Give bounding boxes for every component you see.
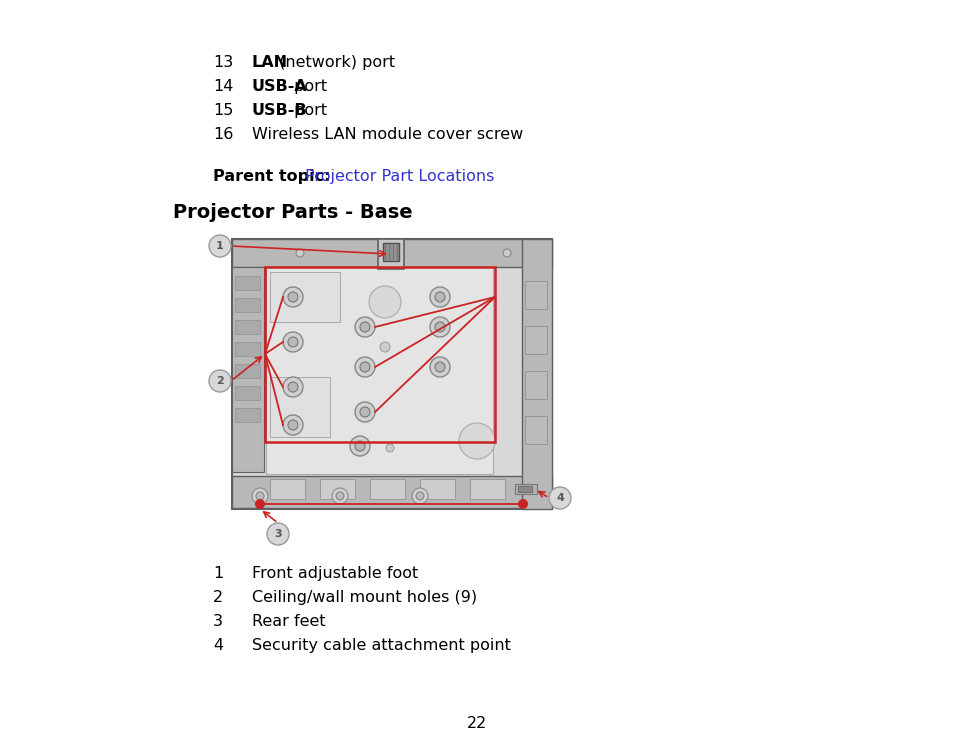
Text: 4: 4	[213, 638, 223, 653]
Text: 16: 16	[213, 127, 233, 142]
Circle shape	[288, 382, 297, 392]
Circle shape	[283, 377, 303, 397]
Bar	[521, 239, 552, 509]
Text: USB-A: USB-A	[252, 79, 308, 94]
Circle shape	[255, 492, 264, 500]
Circle shape	[435, 322, 444, 332]
Bar	[319, 479, 355, 499]
Circle shape	[355, 357, 375, 377]
Bar	[270, 479, 305, 499]
Text: 1: 1	[216, 241, 224, 251]
Circle shape	[288, 420, 297, 430]
Circle shape	[379, 342, 390, 352]
Circle shape	[209, 370, 231, 392]
Circle shape	[430, 287, 450, 307]
Text: 2: 2	[213, 590, 223, 605]
Text: (network) port: (network) port	[274, 55, 395, 70]
Text: Rear feet: Rear feet	[252, 614, 325, 629]
Bar	[524, 371, 546, 399]
Circle shape	[458, 423, 495, 459]
Text: 3: 3	[213, 614, 223, 629]
Circle shape	[267, 523, 289, 545]
Circle shape	[355, 441, 365, 451]
Bar	[515, 484, 537, 494]
Circle shape	[430, 357, 450, 377]
Text: USB-B: USB-B	[252, 103, 307, 118]
Circle shape	[283, 415, 303, 435]
Circle shape	[386, 444, 394, 452]
Bar	[266, 267, 493, 474]
Bar	[234, 408, 260, 422]
Text: port: port	[289, 103, 327, 118]
Text: 4: 4	[556, 493, 563, 503]
Bar	[234, 298, 260, 312]
Text: Front adjustable foot: Front adjustable foot	[252, 566, 417, 581]
Text: Parent topic:: Parent topic:	[213, 169, 335, 184]
Text: 2: 2	[216, 376, 224, 386]
Circle shape	[209, 235, 231, 257]
Circle shape	[359, 322, 370, 332]
Bar	[524, 281, 546, 309]
Circle shape	[295, 249, 304, 257]
Circle shape	[435, 362, 444, 372]
Circle shape	[254, 499, 265, 509]
Text: 15: 15	[213, 103, 233, 118]
Bar	[377, 239, 403, 269]
Text: Wireless LAN module cover screw: Wireless LAN module cover screw	[252, 127, 522, 142]
Circle shape	[502, 249, 511, 257]
Circle shape	[252, 488, 268, 504]
Circle shape	[416, 492, 423, 500]
Text: 22: 22	[466, 716, 487, 731]
Circle shape	[517, 499, 527, 509]
Bar	[370, 479, 405, 499]
Bar	[270, 272, 339, 322]
Text: LAN: LAN	[252, 55, 288, 70]
Bar	[234, 386, 260, 400]
Circle shape	[359, 407, 370, 417]
Bar	[234, 320, 260, 334]
Text: 3: 3	[274, 529, 281, 539]
Circle shape	[359, 362, 370, 372]
Bar	[270, 377, 330, 437]
Bar	[234, 276, 260, 290]
Circle shape	[350, 436, 370, 456]
Bar	[232, 476, 552, 508]
Circle shape	[548, 487, 571, 509]
Text: 13: 13	[213, 55, 233, 70]
Circle shape	[355, 317, 375, 337]
Bar	[234, 364, 260, 378]
Bar	[382, 243, 398, 261]
Bar	[470, 479, 504, 499]
Bar	[517, 486, 532, 492]
Bar	[232, 267, 264, 472]
Circle shape	[332, 488, 348, 504]
Circle shape	[430, 317, 450, 337]
Circle shape	[412, 488, 428, 504]
Circle shape	[355, 402, 375, 422]
Text: Projector Part Locations: Projector Part Locations	[304, 169, 494, 184]
Text: Ceiling/wall mount holes (9): Ceiling/wall mount holes (9)	[252, 590, 476, 605]
Bar	[232, 239, 552, 509]
Circle shape	[369, 286, 400, 318]
Text: Projector Parts - Base: Projector Parts - Base	[172, 203, 413, 222]
Bar	[524, 416, 546, 444]
Text: 1: 1	[213, 566, 223, 581]
Circle shape	[288, 337, 297, 347]
Circle shape	[335, 492, 344, 500]
Text: Security cable attachment point: Security cable attachment point	[252, 638, 511, 653]
Text: port: port	[289, 79, 327, 94]
Circle shape	[435, 292, 444, 302]
Circle shape	[283, 287, 303, 307]
Bar	[265, 267, 495, 442]
Bar	[234, 342, 260, 356]
Bar	[419, 479, 455, 499]
Circle shape	[283, 332, 303, 352]
Bar	[232, 239, 552, 267]
Circle shape	[288, 292, 297, 302]
Text: 14: 14	[213, 79, 233, 94]
Bar	[524, 326, 546, 354]
